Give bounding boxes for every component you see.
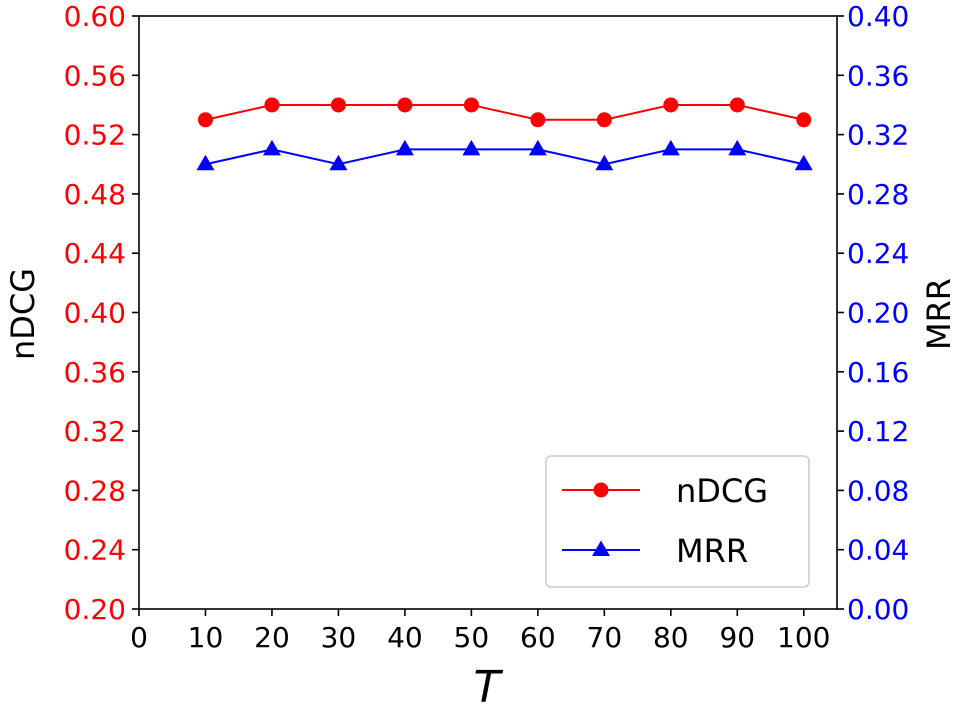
ndcg-point xyxy=(796,112,812,128)
y-right-tick-label: 0.24 xyxy=(847,237,909,270)
mrr-point xyxy=(329,154,348,171)
x-tick-label: 40 xyxy=(387,621,423,654)
y-left-tick-label: 0.48 xyxy=(64,178,126,211)
y-right-tick-label: 0.28 xyxy=(847,178,909,211)
ndcg-point xyxy=(729,97,745,113)
mrr-point xyxy=(728,139,747,156)
mrr-point xyxy=(595,154,614,171)
legend-mrr-label: MRR xyxy=(676,532,748,570)
ndcg-point xyxy=(264,97,280,113)
x-tick-label: 70 xyxy=(587,621,623,654)
y-right-tick-label: 0.00 xyxy=(847,593,909,626)
ndcg-point xyxy=(197,112,213,128)
y-right-tick-label: 0.20 xyxy=(847,297,909,330)
y-axis-left-title: nDCG xyxy=(4,268,42,360)
legend: nDCG MRR xyxy=(545,455,810,588)
y-axis-right-title: MRR xyxy=(920,278,958,350)
y-right-tick-label: 0.08 xyxy=(847,474,909,507)
mrr-point xyxy=(528,139,547,156)
ndcg-point xyxy=(397,97,413,113)
mrr-point xyxy=(661,139,680,156)
right-axis-ticks: 0.00 0.04 0.08 0.12 0.16 0.20 0.24 0.28 0.32 0.36… xyxy=(837,0,909,626)
y-left-tick-label: 0.44 xyxy=(64,237,126,270)
legend-ndcg-marker xyxy=(593,482,609,498)
y-left-tick-label: 0.20 xyxy=(64,593,126,626)
ndcg-point xyxy=(530,112,546,128)
ndcg-point xyxy=(663,97,679,113)
x-axis-ticks: 0 10 20 30 40 50 60 70 80 90 100 xyxy=(130,609,830,654)
ndcg-point xyxy=(596,112,612,128)
y-right-tick-label: 0.36 xyxy=(847,59,909,92)
y-left-tick-label: 0.32 xyxy=(64,415,126,448)
legend-ndcg-label: nDCG xyxy=(676,472,768,510)
x-tick-label: 0 xyxy=(130,621,148,654)
y-left-tick-label: 0.60 xyxy=(64,0,126,33)
x-tick-label: 80 xyxy=(653,621,689,654)
mrr-point xyxy=(196,154,215,171)
series-layer xyxy=(196,97,813,171)
mrr-point xyxy=(794,154,813,171)
x-tick-label: 60 xyxy=(520,621,556,654)
y-right-tick-label: 0.40 xyxy=(847,0,909,33)
y-left-tick-label: 0.56 xyxy=(64,59,126,92)
ndcg-point xyxy=(330,97,346,113)
x-axis-title: T xyxy=(474,662,504,705)
x-tick-label: 20 xyxy=(254,621,290,654)
y-right-tick-label: 0.04 xyxy=(847,534,909,567)
y-left-tick-label: 0.24 xyxy=(64,534,126,567)
x-tick-label: 50 xyxy=(454,621,490,654)
legend-mrr-marker xyxy=(592,540,610,556)
y-right-tick-label: 0.12 xyxy=(847,415,909,448)
mrr-point xyxy=(262,139,281,156)
y-left-tick-label: 0.28 xyxy=(64,474,126,507)
plot-frame xyxy=(138,15,838,610)
y-left-tick-label: 0.40 xyxy=(64,297,126,330)
x-tick-label: 100 xyxy=(777,621,830,654)
ndcg-series-line xyxy=(205,103,804,121)
mrr-point xyxy=(395,139,414,156)
x-tick-label: 30 xyxy=(321,621,357,654)
y-right-tick-label: 0.16 xyxy=(847,356,909,389)
x-tick-label: 90 xyxy=(719,621,755,654)
y-left-tick-label: 0.52 xyxy=(64,119,126,152)
left-axis-ticks: 0.20 0.24 0.28 0.32 0.36 0.40 0.44 0.48 0.52 0.56… xyxy=(64,0,139,626)
mrr-point xyxy=(462,139,481,156)
y-right-tick-label: 0.32 xyxy=(847,119,909,152)
legend-box xyxy=(545,455,810,588)
x-tick-label: 10 xyxy=(188,621,224,654)
mrr-series-line xyxy=(205,148,804,166)
y-left-tick-label: 0.36 xyxy=(64,356,126,389)
ndcg-point xyxy=(463,97,479,113)
